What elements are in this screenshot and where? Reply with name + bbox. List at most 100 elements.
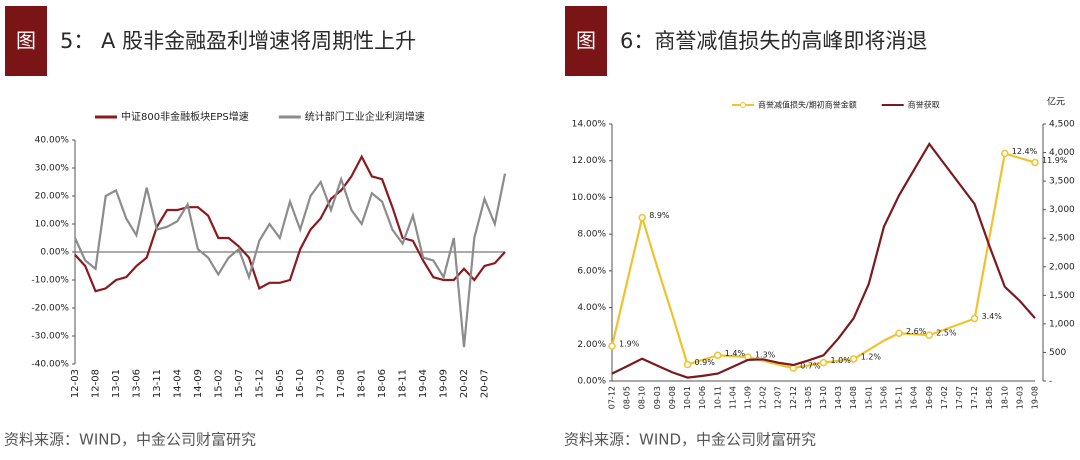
x-tick-label: 17-03 xyxy=(316,369,327,398)
point xyxy=(608,342,616,350)
y2-tick-label: 4,500 xyxy=(1049,120,1075,130)
data-label: 1.9% xyxy=(619,340,640,349)
x-tick-label: 14-08 xyxy=(849,386,858,409)
point xyxy=(970,314,979,323)
x-tick-label: 13-11 xyxy=(152,369,163,398)
y-tick-label: 0.00% xyxy=(577,377,606,387)
y-tick-label: 6.00% xyxy=(577,266,606,276)
x-tick-label: 17-12 xyxy=(970,386,979,409)
x-tick-label: 12-12 xyxy=(789,386,798,409)
x-tick-label: 14-03 xyxy=(834,386,843,409)
y-tick-label: 10.00% xyxy=(572,193,607,203)
x-tick-label: 11-04 xyxy=(728,386,737,409)
x-tick-label: 10-11 xyxy=(713,386,722,409)
point xyxy=(1031,158,1039,167)
data-label: 1.4% xyxy=(725,349,746,358)
y-tick-label: -10.00% xyxy=(31,276,69,286)
x-tick-label: 12-03 xyxy=(70,369,81,398)
y-tick-label: 2.00% xyxy=(577,340,606,350)
series-line xyxy=(74,154,506,293)
x-tick-label: 10-06 xyxy=(698,386,707,409)
x-tick-label: 14-04 xyxy=(172,369,183,398)
data-label: 2.6% xyxy=(906,327,927,336)
y-tick-label: 4.00% xyxy=(577,303,606,313)
series-line xyxy=(73,173,507,348)
data-label: 12.4% xyxy=(1012,147,1038,156)
legend-label: 商誉减值损失/期初商誉金额 xyxy=(758,100,857,110)
data-label: 1.0% xyxy=(831,356,852,365)
x-tick-label: 07-12 xyxy=(608,386,617,409)
x-tick-label: 13-10 xyxy=(819,386,828,409)
y-tick-label: 0.00% xyxy=(40,248,69,258)
y2-tick-label: 2,000 xyxy=(1049,262,1075,272)
x-tick-label: 13-05 xyxy=(804,386,813,409)
source: 资料来源：WIND，中金公司财富研究 xyxy=(564,431,816,449)
y2-tick-label: 500 xyxy=(1049,348,1066,358)
x-tick-label: 19-04 xyxy=(418,369,429,398)
x-tick-label: 18-11 xyxy=(398,369,409,398)
point xyxy=(683,360,692,369)
x-tick-label: 12-07 xyxy=(774,386,783,409)
x-tick-label: 16-04 xyxy=(910,386,919,409)
data-label: 2.5% xyxy=(936,329,957,338)
x-tick-label: 09-08 xyxy=(668,386,677,409)
y2-tick-label: 3,000 xyxy=(1049,205,1075,215)
x-tick-label: 08-05 xyxy=(623,386,632,409)
x-tick-label: 17-07 xyxy=(955,386,964,409)
chart-title: 5： A 股非金融盈利增速将周期性上升 xyxy=(60,29,416,53)
y-tick-label: 10.00% xyxy=(35,220,70,230)
point xyxy=(849,355,858,363)
y2-tick-label: 4,000 xyxy=(1049,148,1075,158)
point xyxy=(1001,149,1009,158)
y-tick-label: 12.00% xyxy=(572,156,607,166)
x-tick-label: 17-08 xyxy=(336,369,347,398)
x-tick-label: 19-09 xyxy=(439,369,450,398)
x-tick-label: 12-08 xyxy=(90,369,101,398)
x-tick-label: 10-01 xyxy=(683,386,692,409)
x-tick-label: 15-12 xyxy=(254,369,265,398)
x-tick-label: 18-10 xyxy=(1000,386,1009,409)
x-tick-label: 15-01 xyxy=(864,386,873,409)
x-tick-label: 18-06 xyxy=(377,369,388,398)
figure-label: 图 xyxy=(16,29,36,53)
x-tick-label: 08-10 xyxy=(638,386,647,409)
x-tick-label: 20-02 xyxy=(459,369,470,398)
y2-tick-label: 3,500 xyxy=(1049,177,1075,187)
y-tick-label: 30.00% xyxy=(35,164,70,174)
y2-unit: 亿元 xyxy=(1047,96,1065,108)
x-tick-label: 09-03 xyxy=(653,386,662,409)
x-tick-label: 13-01 xyxy=(111,369,122,398)
y-tick-label: 8.00% xyxy=(577,230,606,240)
data-label: 3.4% xyxy=(982,312,1003,321)
figure-label: 图 xyxy=(576,29,596,53)
x-tick-label: 15-07 xyxy=(234,369,245,398)
point xyxy=(638,213,646,222)
legend-label: 统计部门工业企业利润增速 xyxy=(305,110,425,123)
y-tick-label: 14.00% xyxy=(572,120,607,130)
x-tick-label: 19-08 xyxy=(1031,386,1040,409)
series-line xyxy=(611,142,1036,379)
x-tick-label: 15-11 xyxy=(895,386,904,409)
y2-tick-label: 2,500 xyxy=(1049,234,1075,244)
x-tick-label: 13-06 xyxy=(131,369,142,398)
point xyxy=(895,329,903,338)
y-tick-label: 20.00% xyxy=(35,192,70,202)
x-tick-label: 16-10 xyxy=(295,369,306,398)
x-tick-label: 15-02 xyxy=(213,369,224,398)
y-tick-label: 40.00% xyxy=(35,136,70,146)
source: 资料来源：WIND，中金公司财富研究 xyxy=(4,431,256,449)
point xyxy=(819,358,828,367)
x-tick-label: 11-09 xyxy=(743,386,752,409)
data-label: 1.2% xyxy=(861,352,882,361)
y-tick-label: -40.00% xyxy=(31,360,69,370)
figure-label-box xyxy=(5,6,47,76)
data-label: 8.9% xyxy=(649,211,670,220)
x-tick-label: 18-05 xyxy=(985,386,994,409)
x-tick-label: 16-09 xyxy=(925,386,934,409)
data-label: 0.9% xyxy=(695,358,716,367)
x-tick-label: 18-01 xyxy=(357,369,368,398)
figure-label-box xyxy=(565,6,607,76)
y2-tick-label: 1,500 xyxy=(1049,291,1075,301)
chart-title: 6：商誉减值损失的高峰即将消退 xyxy=(620,29,927,53)
